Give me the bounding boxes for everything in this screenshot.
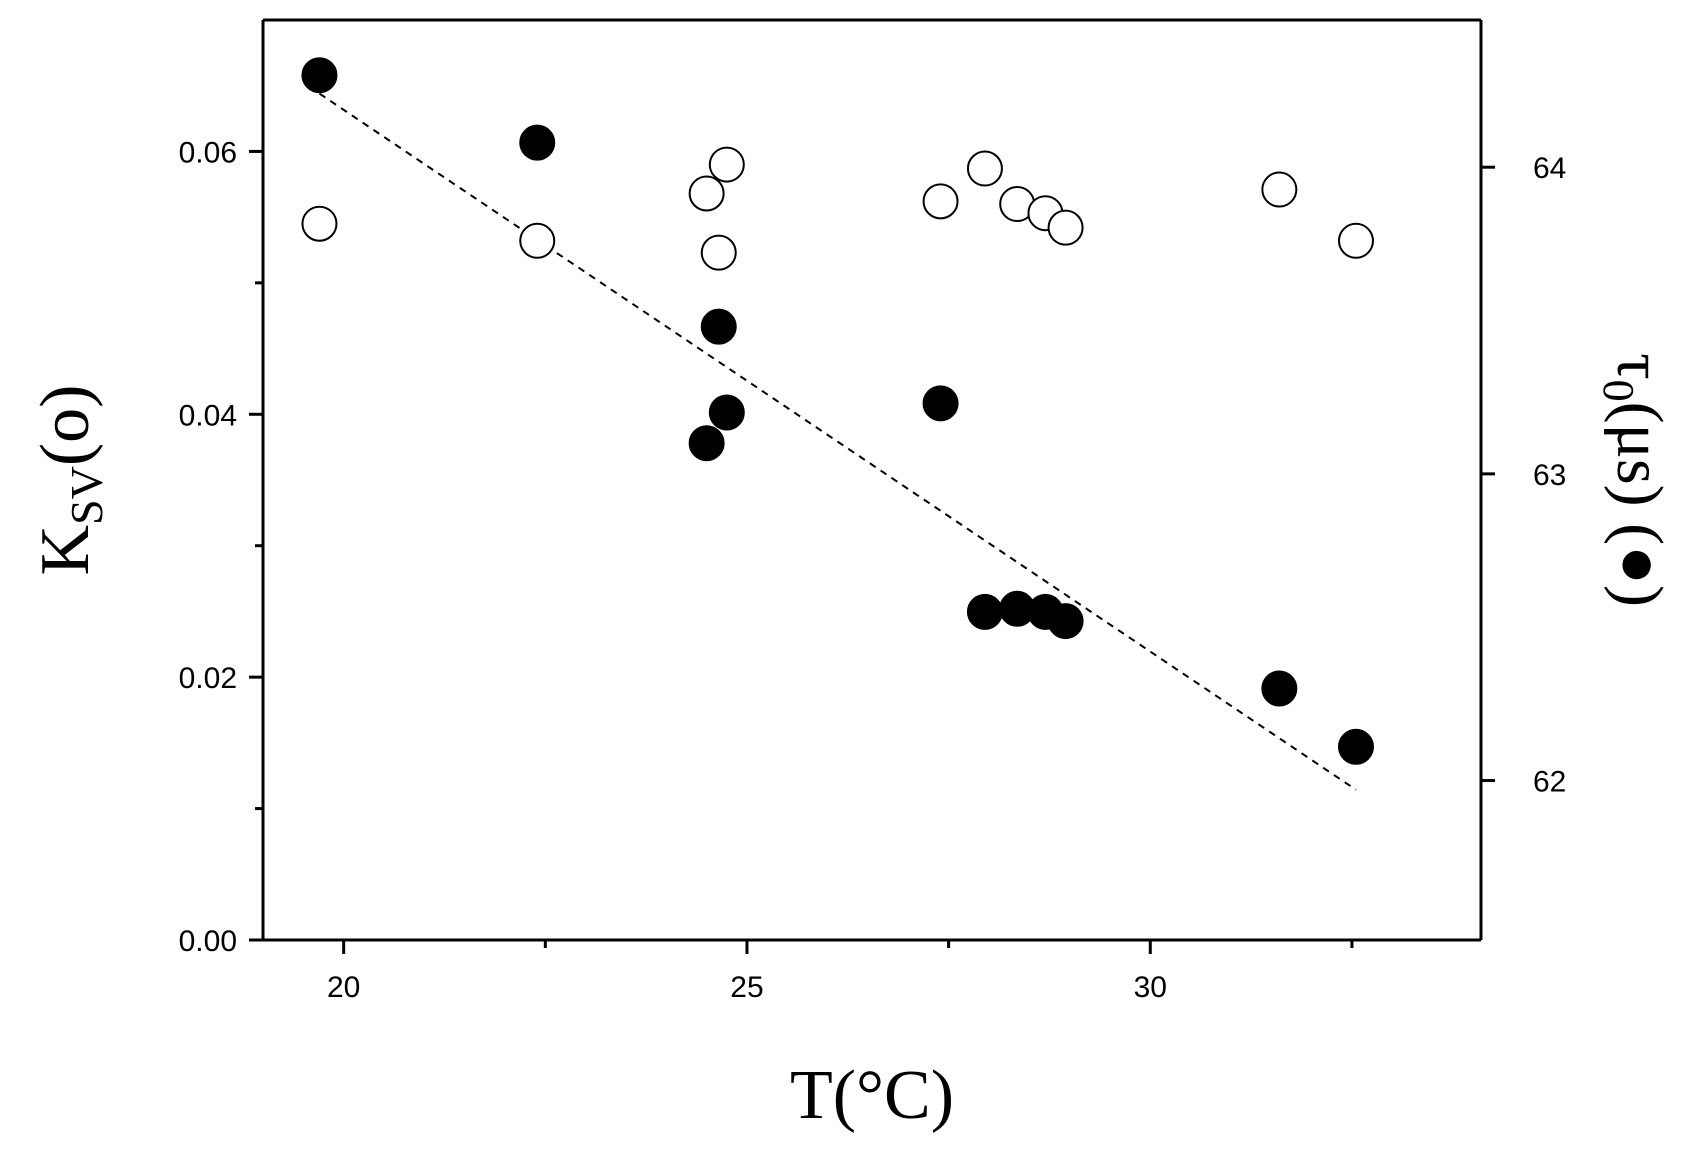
tau0-data-point <box>1337 728 1374 765</box>
y-left-axis-title: KSV(o) <box>27 385 112 576</box>
fit-line-group <box>318 92 1357 791</box>
axis-titles-group: T(°C) KSV(o) τ0(μs) (●) <box>27 353 1676 1134</box>
y-left-tick-label: 0.06 <box>179 136 237 169</box>
y-left-tick-label: 0.04 <box>179 399 237 432</box>
x-tick-label: 30 <box>1134 971 1167 1004</box>
y-left-tick-label: 0.02 <box>179 662 237 695</box>
ticks-group: 20 25 30 0.00 0.02 0.04 0.06 62 63 64 <box>179 136 1567 1004</box>
tau0-data-point <box>519 124 556 161</box>
tau0-data-point <box>1047 603 1084 640</box>
ksv-data-point <box>519 222 556 259</box>
linear-fit-line <box>318 92 1357 791</box>
y-left-title-main: K <box>27 525 104 576</box>
ksv-data-point <box>922 183 959 220</box>
y-right-tick-label: 62 <box>1533 766 1566 799</box>
tau0-data-point <box>301 57 338 94</box>
ksv-data-point <box>301 205 338 242</box>
ksv-data-point <box>688 175 725 212</box>
ksv-data-point <box>1047 209 1084 246</box>
ksv-data-point <box>1337 222 1374 259</box>
y-right-axis-title: τ0(μs) (●) <box>1594 353 1676 607</box>
y-left-tick-label: 0.00 <box>179 925 237 958</box>
y-right-tick-label: 63 <box>1533 459 1566 492</box>
tau0-data-point <box>688 425 725 462</box>
ksv-data-point <box>700 234 737 271</box>
x-tick-label: 20 <box>327 971 360 1004</box>
y-right-title-suffix: (μs) (●) <box>1603 402 1676 607</box>
ksv-data-point <box>708 146 745 183</box>
tau0-data-point <box>700 308 737 345</box>
data-points-group <box>301 57 1374 765</box>
ksv-data-point <box>1261 171 1298 208</box>
tau0-data-point <box>966 593 1003 630</box>
y-right-tick-label: 64 <box>1533 152 1566 185</box>
y-right-title-main: τ <box>1603 353 1676 380</box>
tau0-data-point <box>1261 670 1298 707</box>
x-axis-title: T(°C) <box>790 1057 954 1134</box>
plot-frame-group <box>261 18 1483 942</box>
ksv-data-point <box>966 150 1003 187</box>
y-right-title-sub: 0 <box>1594 380 1643 402</box>
y-left-title-suffix: (o) <box>27 385 104 467</box>
tau0-data-point <box>708 394 745 431</box>
tau0-data-point <box>922 385 959 422</box>
y-left-title-sub: SV <box>61 466 112 525</box>
x-tick-label: 25 <box>730 971 763 1004</box>
